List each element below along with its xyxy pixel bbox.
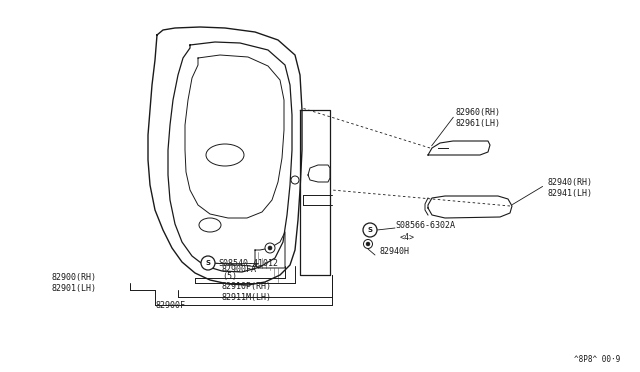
Text: 82900(RH)
82901(LH): 82900(RH) 82901(LH) xyxy=(52,273,97,293)
Text: 82900FA: 82900FA xyxy=(222,266,257,275)
Circle shape xyxy=(265,243,275,253)
Circle shape xyxy=(366,242,370,246)
Text: 82940H: 82940H xyxy=(380,247,410,257)
Circle shape xyxy=(363,223,377,237)
Text: S08566-6302A: S08566-6302A xyxy=(395,221,455,230)
Text: 82960(RH)
82961(LH): 82960(RH) 82961(LH) xyxy=(455,108,500,128)
Text: 82910P(RH)
82911M(LH): 82910P(RH) 82911M(LH) xyxy=(222,282,272,302)
Text: S08540-41012: S08540-41012 xyxy=(218,260,278,269)
Circle shape xyxy=(291,176,299,184)
Circle shape xyxy=(364,240,372,248)
Text: ^8P8^ 00·9: ^8P8^ 00·9 xyxy=(573,355,620,364)
Text: 82940(RH)
82941(LH): 82940(RH) 82941(LH) xyxy=(548,178,593,198)
Circle shape xyxy=(268,246,272,250)
Text: 82900F: 82900F xyxy=(155,301,185,310)
Text: S: S xyxy=(205,260,211,266)
Circle shape xyxy=(201,256,215,270)
Text: (5): (5) xyxy=(222,272,237,280)
Text: S: S xyxy=(367,227,372,233)
Text: <4>: <4> xyxy=(400,232,415,241)
